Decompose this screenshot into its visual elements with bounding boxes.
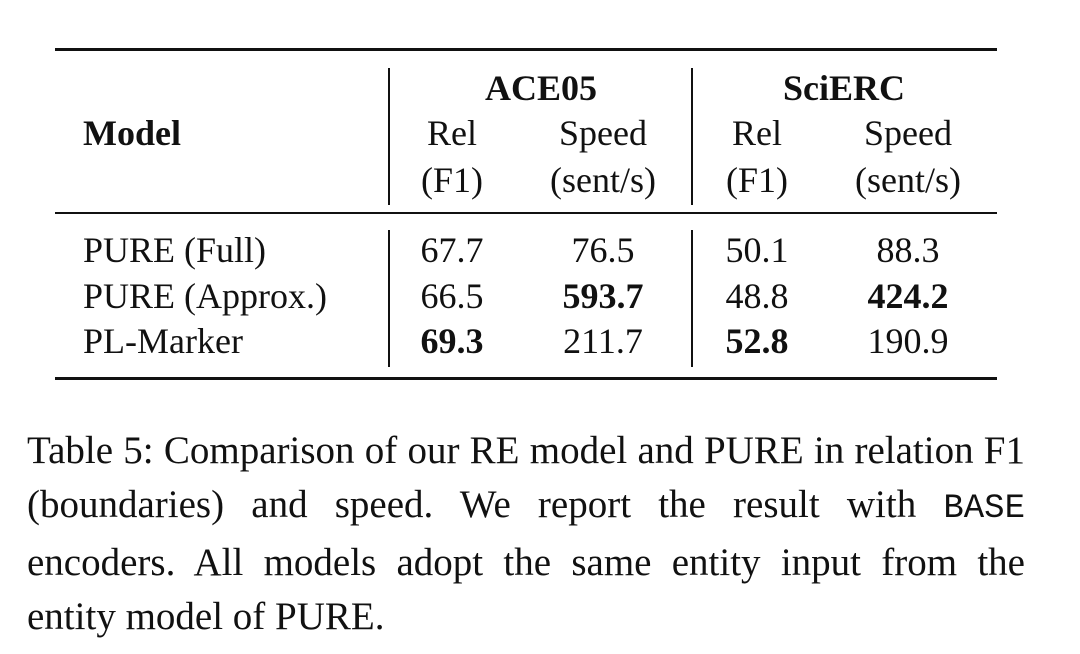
column-divider <box>691 230 693 367</box>
group-header: SciERC <box>782 68 906 108</box>
cell: 50.1 <box>725 230 789 270</box>
column-header: Rel <box>427 113 477 153</box>
column-header: Rel <box>732 113 782 153</box>
model-name: PURE (Full) <box>83 230 267 270</box>
column-divider <box>388 230 390 367</box>
cell: 76.5 <box>571 230 635 270</box>
group-header: ACE05 <box>484 68 598 108</box>
model-name: PL-Marker <box>83 321 243 361</box>
column-header: Speed <box>559 113 647 153</box>
column-header: (sent/s) <box>550 160 656 200</box>
top-rule <box>55 48 997 51</box>
model-header: Model <box>83 113 181 153</box>
caption-text: encoders. All models adopt the same enti… <box>27 541 1025 638</box>
column-header: Speed <box>864 113 952 153</box>
cell: 66.5 <box>420 276 484 316</box>
cell: 593.7 <box>562 276 644 316</box>
column-header: (F1) <box>421 160 483 200</box>
bottom-rule <box>55 377 997 380</box>
model-name: PURE (Approx.) <box>83 276 327 316</box>
cell: 211.7 <box>563 321 643 361</box>
cell: 69.3 <box>420 321 484 361</box>
column-divider <box>388 68 390 205</box>
column-divider <box>691 68 693 205</box>
column-header: (F1) <box>726 160 788 200</box>
cell: 88.3 <box>876 230 940 270</box>
cell: 67.7 <box>420 230 484 270</box>
cell: 190.9 <box>867 321 949 361</box>
cell: 52.8 <box>725 321 789 361</box>
caption-code: BASE <box>943 490 1025 528</box>
caption-text: Table 5: Comparison of our RE model and … <box>27 429 1025 526</box>
caption: Table 5: Comparison of our RE model and … <box>27 424 1025 644</box>
cell: 48.8 <box>725 276 789 316</box>
mid-rule <box>55 212 997 214</box>
cell: 424.2 <box>867 276 949 316</box>
column-header: (sent/s) <box>855 160 961 200</box>
